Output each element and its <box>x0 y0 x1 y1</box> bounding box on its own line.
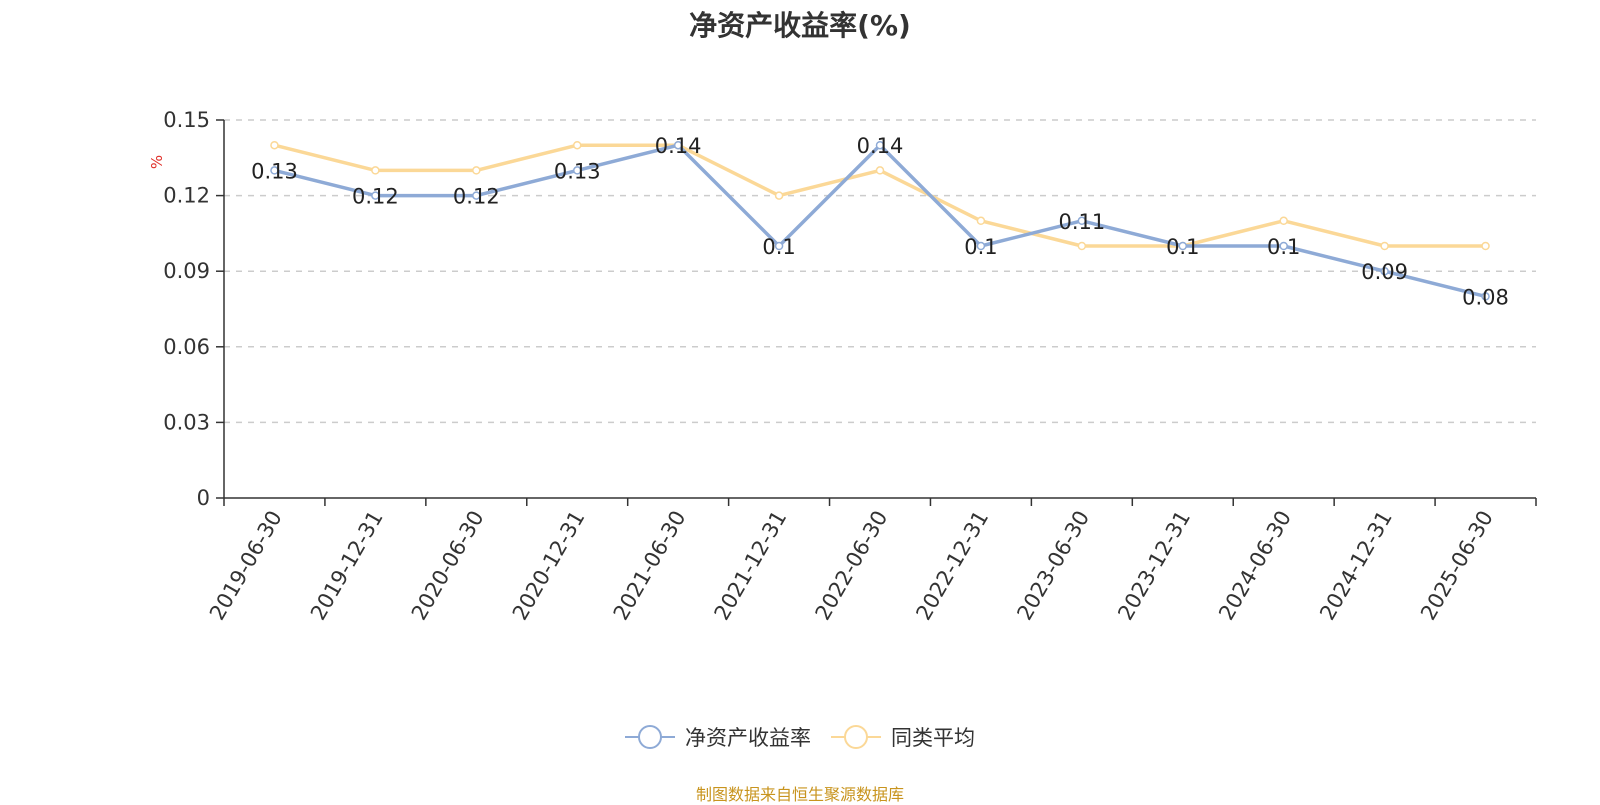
data-label: 0.12 <box>352 185 399 209</box>
data-point <box>1380 266 1389 276</box>
data-point <box>270 140 279 150</box>
legend-swatch-icon <box>625 725 675 749</box>
chart-title: 净资产收益率(%) <box>689 9 911 42</box>
data-point <box>270 166 279 175</box>
x-tick-label: 2022-06-30 <box>811 507 893 625</box>
x-tick-label: 2019-12-31 <box>306 507 388 625</box>
data-point <box>1178 241 1188 251</box>
y-tick-label: 0.09 <box>163 259 210 283</box>
data-label: 0.14 <box>655 134 702 158</box>
data-point <box>1077 216 1087 226</box>
x-tick-label: 2025-06-30 <box>1416 507 1498 625</box>
legend-label: 净资产收益率 <box>685 726 811 750</box>
data-point <box>673 140 683 150</box>
data-point <box>875 166 885 175</box>
x-tick-label: 2021-06-30 <box>609 507 691 625</box>
data-label: 0.1 <box>1166 235 1199 259</box>
y-tick-label: 0.12 <box>163 184 210 208</box>
data-point <box>472 191 481 200</box>
y-axis-label: % <box>148 155 166 169</box>
data-point <box>1380 241 1389 251</box>
y-tick-label: 0.03 <box>163 410 210 434</box>
x-tick-label: 2019-06-30 <box>205 507 287 625</box>
data-label: 0.1 <box>964 235 997 259</box>
data-point <box>1481 292 1490 301</box>
data-point <box>875 140 885 150</box>
x-tick-label: 2024-12-31 <box>1315 507 1397 625</box>
legend-label: 同类平均 <box>891 726 975 750</box>
data-point <box>572 166 582 175</box>
data-point <box>1077 241 1087 251</box>
data-point <box>774 191 784 200</box>
x-tick-label: 2020-12-31 <box>508 507 590 625</box>
data-label: 0.12 <box>453 185 500 209</box>
data-point <box>774 241 784 251</box>
data-label: 0.13 <box>251 159 298 183</box>
legend-swatch-icon <box>831 725 881 749</box>
x-tick-label: 2020-06-30 <box>407 507 489 625</box>
legend-item-1[interactable]: 同类平均 <box>831 722 975 752</box>
data-label: 0.11 <box>1058 210 1105 234</box>
data-point <box>572 140 582 150</box>
data-point <box>976 216 986 226</box>
data-point <box>1279 241 1288 251</box>
data-point <box>976 241 986 251</box>
data-label: 0.1 <box>1267 235 1300 259</box>
legend-item-0[interactable]: 净资产收益率 <box>625 722 811 752</box>
data-point <box>1279 216 1288 226</box>
x-tick-label: 2023-12-31 <box>1113 507 1195 625</box>
data-point <box>1481 241 1490 251</box>
data-label: 0.13 <box>554 159 601 183</box>
data-label: 0.14 <box>857 134 904 158</box>
x-tick-label: 2023-06-30 <box>1012 507 1094 625</box>
y-tick-label: 0.15 <box>163 108 210 132</box>
data-label: 0.08 <box>1462 285 1509 309</box>
data-point <box>371 166 380 175</box>
legend: 净资产收益率 同类平均 <box>0 722 1600 752</box>
data-label: 0.09 <box>1361 260 1408 284</box>
data-point <box>371 191 380 200</box>
x-tick-label: 2022-12-31 <box>911 507 993 625</box>
x-tick-label: 2021-12-31 <box>710 507 792 625</box>
data-label: 0.1 <box>762 235 795 259</box>
y-tick-label: 0 <box>197 486 210 510</box>
data-point <box>472 166 481 175</box>
x-tick-label: 2024-06-30 <box>1214 507 1296 625</box>
y-tick-label: 0.06 <box>163 335 210 359</box>
source-note: 制图数据来自恒生聚源数据库 <box>695 785 904 804</box>
